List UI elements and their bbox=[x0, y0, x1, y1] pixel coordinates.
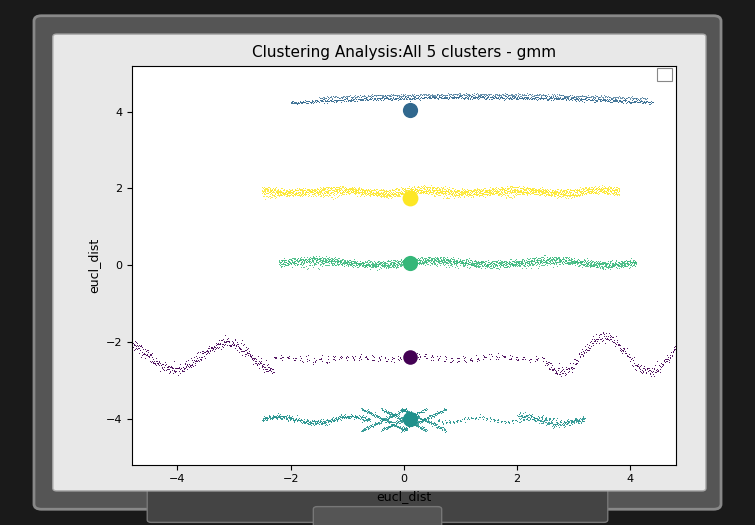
Y-axis label: eucl_dist: eucl_dist bbox=[88, 237, 100, 293]
Point bbox=[404, 414, 416, 423]
Point bbox=[404, 194, 416, 202]
Point bbox=[404, 106, 416, 114]
Title: Clustering Analysis:All 5 clusters - gmm: Clustering Analysis:All 5 clusters - gmm bbox=[252, 45, 556, 60]
Point bbox=[404, 353, 416, 361]
FancyBboxPatch shape bbox=[658, 68, 673, 81]
Point bbox=[404, 259, 416, 267]
X-axis label: eucl_dist: eucl_dist bbox=[376, 490, 432, 503]
